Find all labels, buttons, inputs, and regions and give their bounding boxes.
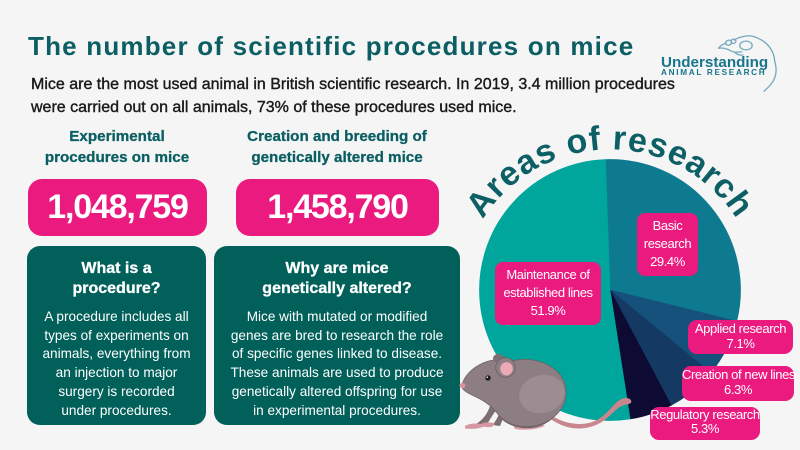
svg-text:Understanding: Understanding [661, 54, 768, 71]
svg-text:ANIMAL RESEARCH: ANIMAL RESEARCH [661, 68, 766, 77]
